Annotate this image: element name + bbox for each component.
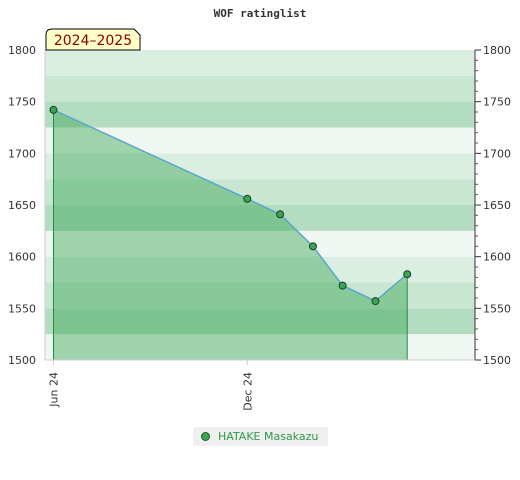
background-bands xyxy=(45,50,475,360)
y-tick-label-right: 1750 xyxy=(483,96,511,109)
background-band xyxy=(45,308,475,335)
y-tick-label-right: 1500 xyxy=(483,354,511,367)
background-band xyxy=(45,334,475,360)
background-band xyxy=(45,282,475,309)
y-tick-label-right: 1700 xyxy=(483,147,511,160)
data-point xyxy=(371,297,380,306)
data-points-layer xyxy=(49,105,412,306)
background-band xyxy=(45,230,475,257)
background-band xyxy=(45,127,475,154)
season-badge: 2024–2025 xyxy=(45,28,141,51)
background-band xyxy=(45,205,475,231)
legend-label: HATAKE Masakazu xyxy=(218,430,319,443)
data-point xyxy=(308,242,317,251)
y-tick-label-left: 1800 xyxy=(8,44,36,57)
series-area xyxy=(53,109,408,360)
x-tick-label: Dec 24 xyxy=(241,372,254,411)
data-point xyxy=(338,281,347,290)
legend-marker xyxy=(201,432,210,441)
y-tick-label-left: 1600 xyxy=(8,251,36,264)
y-tick-label-left: 1550 xyxy=(8,302,36,315)
data-point xyxy=(49,105,58,114)
y-tick-label-right: 1800 xyxy=(483,44,511,57)
background-band xyxy=(45,153,475,180)
y-tick-label-right: 1650 xyxy=(483,199,511,212)
chart-title: WOF ratinglist xyxy=(214,7,307,20)
background-band xyxy=(45,101,475,128)
data-point xyxy=(243,194,252,203)
background-band xyxy=(45,75,475,102)
y-tick-label-right: 1600 xyxy=(483,251,511,264)
x-tick-label: Jun 24 xyxy=(47,372,60,408)
legend[interactable]: HATAKE Masakazu xyxy=(193,427,328,446)
background-band xyxy=(45,50,475,76)
season-label: 2024–2025 xyxy=(54,33,132,49)
data-point xyxy=(276,210,285,219)
y-tick-label-left: 1500 xyxy=(8,354,36,367)
y-tick-label-left: 1650 xyxy=(8,199,36,212)
y-tick-label-right: 1550 xyxy=(483,302,511,315)
background-band xyxy=(45,179,475,205)
y-tick-label-left: 1750 xyxy=(8,96,36,109)
y-tick-label-left: 1700 xyxy=(8,147,36,160)
axes-layer: 1500 1500 1550 1550 1600 1600 1650 1650 1700 1700… xyxy=(8,44,511,411)
data-point xyxy=(403,270,412,279)
